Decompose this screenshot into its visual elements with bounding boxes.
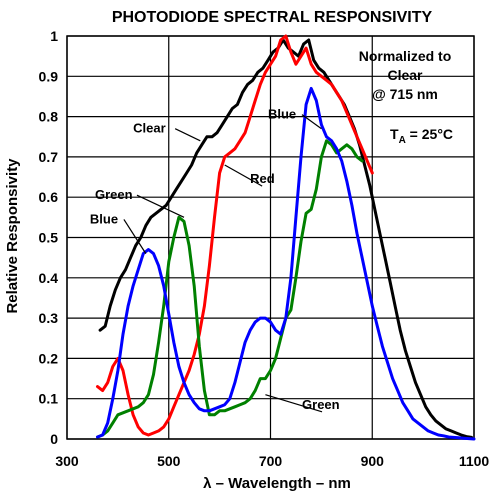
- y-axis-label: Relative Responsivity: [4, 158, 21, 314]
- series-label-green-2-pointer: [265, 394, 323, 413]
- y-tick-label: 0.6: [39, 189, 59, 205]
- series-line-blue: [96, 86, 476, 441]
- y-tick-label: 0.3: [39, 310, 59, 326]
- x-tick-labels: 300 500 700 900 1100: [55, 453, 489, 469]
- y-tick-label: 0.8: [39, 109, 59, 125]
- y-tick-label: 0: [50, 431, 58, 447]
- series-line-green: [96, 139, 364, 439]
- series-label-blue-pointer: [123, 219, 147, 254]
- temperature-subscript: A: [399, 135, 406, 146]
- y-tick-label: 0.9: [39, 68, 59, 84]
- temperature-symbol: T: [390, 126, 399, 142]
- x-tick-label: 1100: [459, 453, 490, 469]
- x-tick-label: 500: [157, 453, 181, 469]
- y-tick-label: 0.5: [39, 230, 59, 246]
- series-label-green-pointer: [136, 194, 185, 218]
- plot-frame: [66, 35, 475, 440]
- series-line-red: [96, 34, 374, 437]
- x-tick-label: 900: [361, 453, 385, 469]
- x-tick-label: 300: [55, 453, 79, 469]
- normalization-note-line-2: Clear: [387, 67, 423, 83]
- normalization-note: Normalized to Clear @ 715 nm: [359, 48, 452, 102]
- series-label-red-pointer: [224, 164, 263, 187]
- series-line-clear: [98, 38, 473, 439]
- series-label-clear-pointer: [174, 128, 201, 142]
- x-axis-label: λ – Wavelength – nm: [203, 475, 351, 492]
- temperature-value: = 25°C: [406, 126, 453, 142]
- series-label-blue-2-pointer: [301, 114, 322, 130]
- y-tick-label: 0.1: [39, 391, 59, 407]
- temperature-note: TA = 25°C: [390, 126, 453, 146]
- series-label-red: Red: [250, 171, 275, 186]
- x-tick-label: 700: [259, 453, 283, 469]
- series-label-green: Green: [95, 187, 133, 202]
- chart-title: PHOTODIODE SPECTRAL RESPONSIVITY: [112, 9, 433, 26]
- series-label-blue-2: Blue: [268, 107, 296, 122]
- y-tick-label: 0.4: [39, 270, 59, 286]
- y-tick-label: 0.7: [39, 149, 59, 165]
- series-labels: Clear Red Green Green Blue Blue: [90, 107, 340, 413]
- y-tick-label: 1: [50, 28, 58, 44]
- normalization-note-line-1: Normalized to: [359, 48, 452, 64]
- series-label-blue: Blue: [90, 211, 118, 226]
- normalization-note-line-3: @ 715 nm: [372, 86, 438, 102]
- series-label-clear: Clear: [133, 121, 166, 136]
- y-tick-labels: 0 0.1 0.2 0.3 0.4 0.5 0.6 0.7 0.8 0.9 1: [39, 28, 59, 447]
- y-tick-label: 0.2: [39, 350, 59, 366]
- series-label-green-2: Green: [302, 397, 340, 412]
- series-curves: [96, 34, 476, 441]
